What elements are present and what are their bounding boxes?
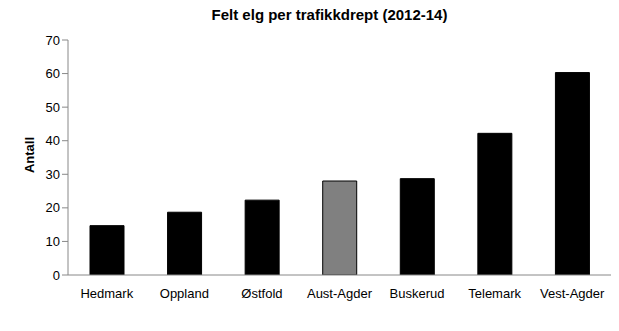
svg-text:0: 0 [53,268,60,283]
svg-text:Oppland: Oppland [160,286,209,301]
svg-text:10: 10 [46,234,60,249]
svg-text:30: 30 [46,167,60,182]
svg-text:Hedmark: Hedmark [80,286,133,301]
svg-text:Østfold: Østfold [241,286,282,301]
svg-text:60: 60 [46,66,60,81]
svg-text:50: 50 [46,100,60,115]
html-text:Felt elg per trafikkdrept (201: Felt elg per trafikkdrept (2012-14) [211,6,448,23]
html-text:Antall: Antall [21,136,37,174]
svg-text:20: 20 [46,200,60,215]
svg-text:Buskerud: Buskerud [390,286,445,301]
svg-text:Vest-Agder: Vest-Agder [540,286,605,301]
svg-text:Aust-Agder: Aust-Agder [307,286,373,301]
svg-text:70: 70 [46,33,60,48]
svg-text:40: 40 [46,133,60,148]
svg-text:Telemark: Telemark [468,286,521,301]
